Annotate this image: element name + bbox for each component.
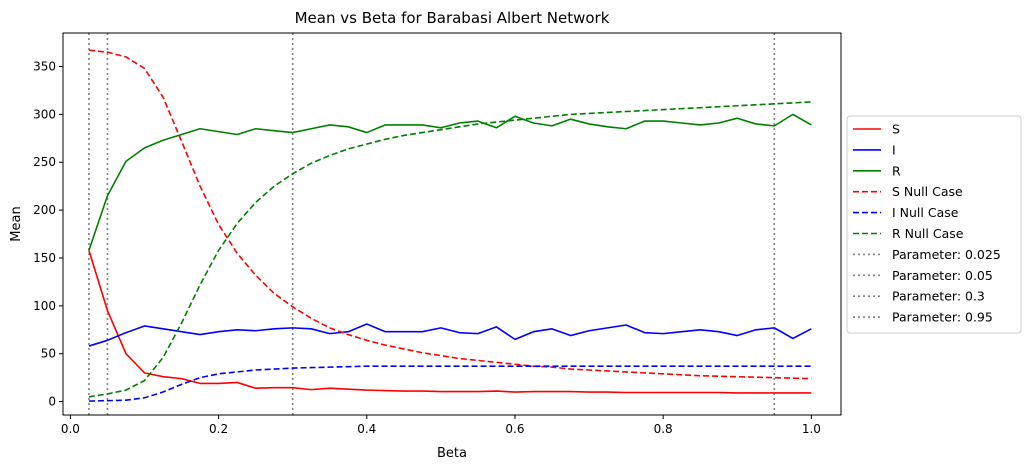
y-tick-label: 350 (33, 60, 56, 74)
legend-label: Parameter: 0.05 (892, 268, 993, 283)
y-tick-label: 250 (33, 155, 56, 169)
x-tick-label: 0.6 (505, 422, 524, 436)
x-tick-label: 0.2 (209, 422, 228, 436)
y-tick-label: 200 (33, 203, 56, 217)
x-axis-label: Beta (437, 446, 467, 461)
legend-label: I Null Case (892, 205, 959, 220)
series-line-r (88, 113, 812, 251)
plot-area (88, 33, 812, 415)
legend-label: Parameter: 0.025 (892, 247, 1001, 262)
y-axis-label: Mean (9, 206, 24, 241)
legend-label: Parameter: 0.95 (892, 310, 993, 325)
y-tick-label: 100 (33, 299, 56, 313)
y-axis: 0 50 100 150 200 250 300 350 (33, 60, 63, 409)
legend-label: S (892, 122, 900, 137)
x-tick-label: 1.0 (802, 422, 821, 436)
x-tick-label: 0.4 (357, 422, 376, 436)
x-tick-label: 0.0 (61, 422, 80, 436)
chart-title: Mean vs Beta for Barabasi Albert Network (295, 9, 610, 27)
y-tick-label: 150 (33, 251, 56, 265)
legend-label: I (892, 142, 896, 157)
series-line-i-null-case (88, 365, 812, 402)
legend-label: R Null Case (892, 226, 964, 241)
legend: SIR S Null Case I Null Case R Null Case Para… (846, 115, 1022, 334)
legend-label: R (892, 163, 901, 178)
series-line-s-null-case (88, 49, 812, 380)
series-line-s (88, 250, 812, 394)
x-axis: 0.0 0.2 0.4 0.6 0.8 1.0 (61, 415, 821, 436)
series-line-r-null-case (88, 101, 812, 398)
legend-box (846, 115, 1022, 334)
legend-label: Parameter: 0.3 (892, 289, 985, 304)
plot-frame (62, 32, 842, 416)
y-tick-label: 0 (48, 395, 56, 409)
y-tick-label: 50 (41, 347, 56, 361)
y-tick-label: 300 (33, 107, 56, 121)
legend-label: S Null Case (892, 184, 963, 199)
x-tick-label: 0.8 (654, 422, 673, 436)
series-line-i (88, 323, 812, 347)
